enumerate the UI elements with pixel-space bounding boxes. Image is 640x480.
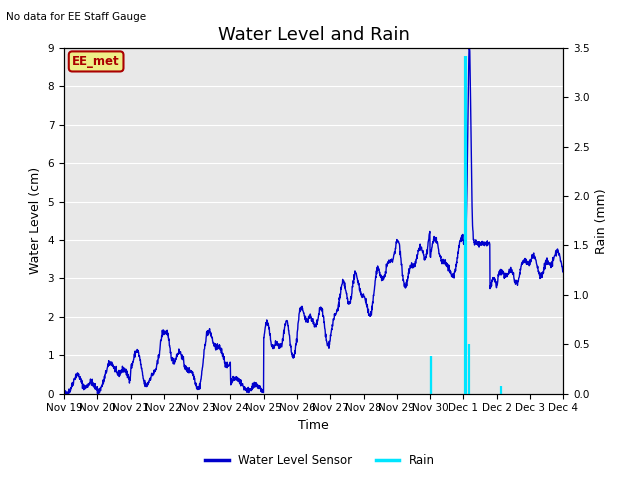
- Title: Water Level and Rain: Water Level and Rain: [218, 25, 410, 44]
- Legend: Water Level Sensor, Rain: Water Level Sensor, Rain: [200, 449, 440, 472]
- Text: No data for EE Staff Gauge: No data for EE Staff Gauge: [6, 12, 147, 22]
- Y-axis label: Rain (mm): Rain (mm): [595, 188, 608, 253]
- Text: EE_met: EE_met: [72, 55, 120, 68]
- Y-axis label: Water Level (cm): Water Level (cm): [29, 167, 42, 275]
- X-axis label: Time: Time: [298, 419, 329, 432]
